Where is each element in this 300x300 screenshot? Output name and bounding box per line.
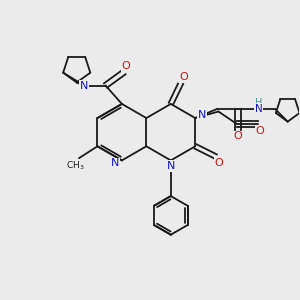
Text: O: O	[234, 131, 242, 142]
Text: N: N	[167, 161, 175, 171]
Text: N: N	[80, 80, 88, 91]
Text: N: N	[255, 104, 263, 114]
Text: H: H	[255, 98, 262, 108]
Text: CH$_3$: CH$_3$	[66, 160, 85, 172]
Text: O: O	[256, 126, 264, 136]
Text: N: N	[198, 110, 206, 120]
Text: N: N	[111, 158, 119, 168]
Text: O: O	[122, 61, 130, 71]
Text: O: O	[179, 72, 188, 82]
Text: O: O	[215, 158, 224, 168]
